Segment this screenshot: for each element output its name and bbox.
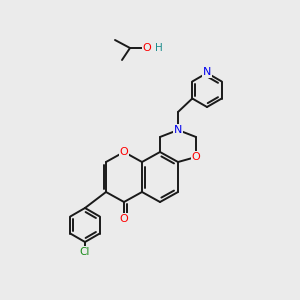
Text: O: O [120,147,128,157]
Text: H: H [155,43,163,53]
Text: N: N [174,125,182,135]
Text: O: O [120,214,128,224]
Text: O: O [142,43,152,53]
Text: Cl: Cl [80,247,90,257]
Text: O: O [192,152,200,162]
Text: N: N [203,67,211,77]
